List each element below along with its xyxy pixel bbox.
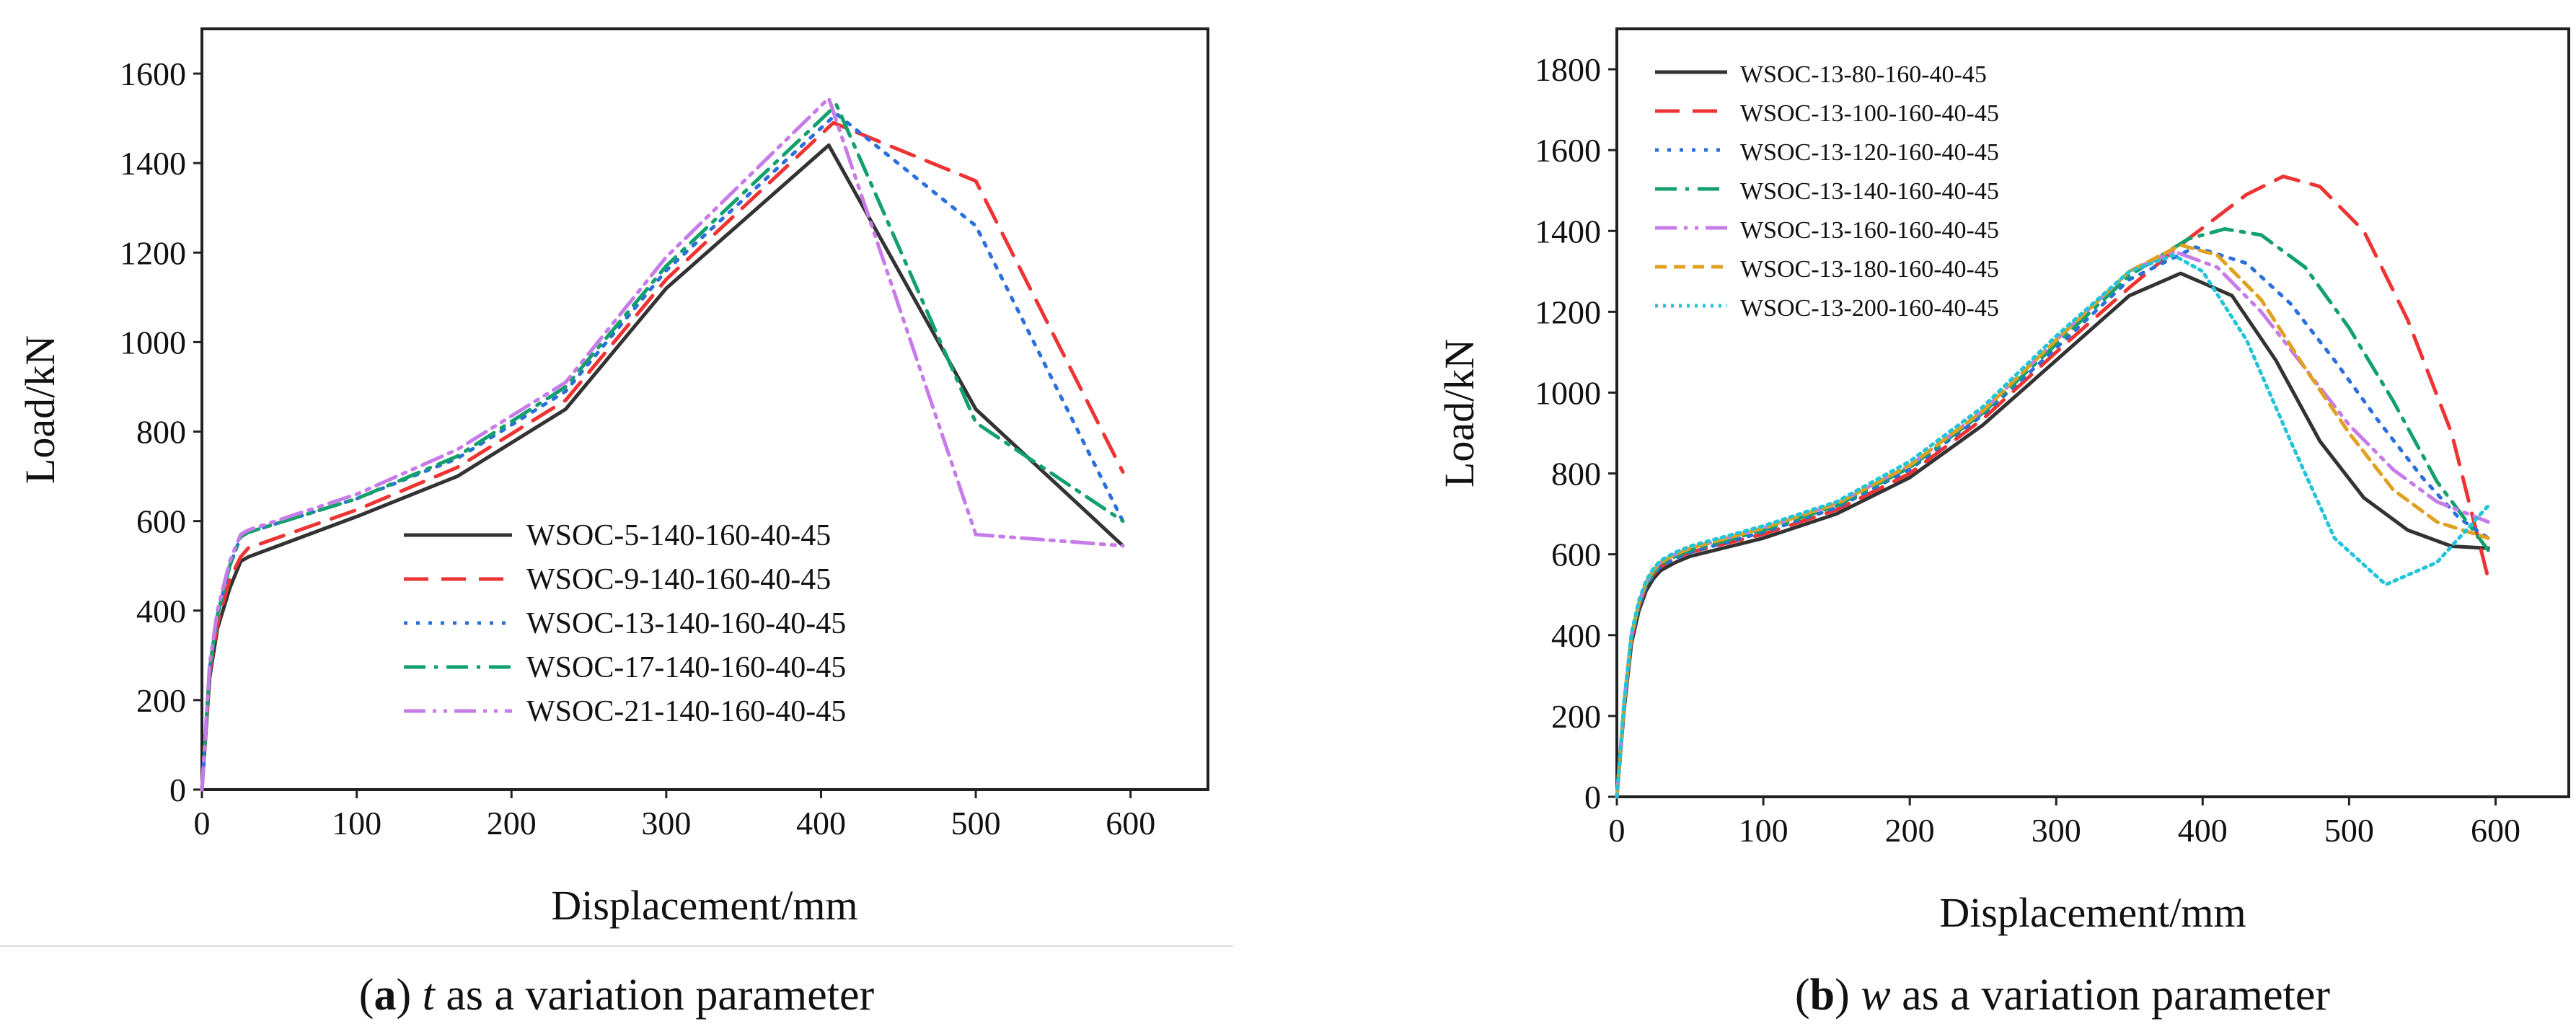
axis-ticks-a: 0 100 200 300 400 500 600 0 200 400 600 800 1000 1200… xyxy=(120,56,1155,842)
x-tick-label: 300 xyxy=(2032,812,2081,849)
series-group-a xyxy=(200,96,1125,792)
y-tick-label: 600 xyxy=(1551,536,1601,573)
legend-b: WSOC-13-80-160-40-45 WSOC-13-100-160-40-4… xyxy=(1655,61,1999,322)
y-tick-label: 200 xyxy=(136,682,186,719)
x-tick-label: 500 xyxy=(951,805,1001,842)
y-tick-label: 1600 xyxy=(120,56,186,92)
series-line-WSOC-9-140-160-40-45 xyxy=(200,120,1125,792)
legend-label: WSOC-13-120-160-40-45 xyxy=(1740,139,1999,166)
legend-label: WSOC-13-160-160-40-45 xyxy=(1740,217,1999,244)
legend-label: WSOC-13-200-160-40-45 xyxy=(1740,295,1999,322)
plot-frame-a xyxy=(200,27,1209,791)
y-tick-label: 1000 xyxy=(120,324,186,361)
series-line-WSOC-21-140-160-40-45 xyxy=(200,96,1125,792)
y-tick-label: 800 xyxy=(1551,456,1601,493)
axis-ticks-b: 0 100 200 300 400 500 600 0 200 400 600 800 1000 1200… xyxy=(1535,51,2520,849)
x-axis-title-b: Displacement/mm xyxy=(1939,889,2246,936)
y-tick-label: 1400 xyxy=(120,145,186,182)
panel-a: 0 100 200 300 400 500 600 0 200 400 600 800 1000 1200… xyxy=(0,27,1233,1020)
x-tick-label: 500 xyxy=(2324,812,2374,849)
caption-b: (b) w as a variation parameter xyxy=(1795,971,2330,1020)
x-tick-label: 400 xyxy=(796,805,846,842)
x-axis-title-a: Displacement/mm xyxy=(551,882,857,929)
y-tick-label: 1000 xyxy=(1535,374,1601,411)
legend-label: WSOC-5-140-160-40-45 xyxy=(526,519,831,552)
y-tick-label: 1200 xyxy=(1535,293,1601,330)
caption-a: (a) t as a variation parameter xyxy=(359,971,875,1020)
legend-a: WSOC-5-140-160-40-45 WSOC-9-140-160-40-45… xyxy=(404,519,846,728)
x-tick-label: 600 xyxy=(2471,812,2520,849)
x-tick-label: 200 xyxy=(487,805,537,842)
y-tick-label: 1600 xyxy=(1535,132,1601,169)
x-tick-label: 100 xyxy=(1739,812,1788,849)
legend-label: WSOC-13-180-160-40-45 xyxy=(1740,256,1999,283)
y-tick-label: 200 xyxy=(1551,698,1601,735)
y-tick-label: 1200 xyxy=(120,234,186,271)
legend-label: WSOC-13-80-160-40-45 xyxy=(1740,61,1987,88)
y-tick-label: 1800 xyxy=(1535,51,1601,88)
series-line-WSOC-13-200-160-40-45 xyxy=(1615,253,2490,799)
series-group-b xyxy=(1615,175,2490,799)
legend-label: WSOC-13-100-160-40-45 xyxy=(1740,100,1999,127)
y-tick-label: 400 xyxy=(1551,617,1601,654)
legend-label: WSOC-13-140-160-40-45 xyxy=(526,607,846,640)
y-axis-title-b: Load/kN xyxy=(1436,339,1483,487)
x-tick-label: 0 xyxy=(194,805,211,842)
series-line-WSOC-17-140-160-40-45 xyxy=(200,103,1125,792)
legend-label: WSOC-17-140-160-40-45 xyxy=(526,651,846,684)
y-axis-title-a: Load/kN xyxy=(17,335,63,484)
x-tick-label: 400 xyxy=(2178,812,2228,849)
legend-label: WSOC-13-140-160-40-45 xyxy=(1740,178,1999,205)
x-tick-label: 300 xyxy=(641,805,691,842)
y-tick-label: 400 xyxy=(136,593,186,630)
panel-b: 0 100 200 300 400 500 600 0 200 400 600 800 1000 1200… xyxy=(1436,27,2570,1020)
x-tick-label: 0 xyxy=(1609,812,1626,849)
series-line-WSOC-13-140-160-40-45 xyxy=(1615,227,2490,799)
x-tick-label: 600 xyxy=(1106,805,1155,842)
x-tick-label: 100 xyxy=(332,805,381,842)
series-line-WSOC-13-120-160-40-45 xyxy=(1615,245,2490,799)
x-tick-label: 200 xyxy=(1885,812,1935,849)
plot-frame-b xyxy=(1615,27,2570,798)
y-tick-label: 600 xyxy=(136,503,186,540)
legend-label: WSOC-21-140-160-40-45 xyxy=(526,695,846,728)
legend-label: WSOC-9-140-160-40-45 xyxy=(526,563,831,596)
y-tick-label: 1400 xyxy=(1535,213,1601,249)
y-tick-label: 0 xyxy=(169,772,186,808)
y-tick-label: 800 xyxy=(136,414,186,451)
y-tick-label: 0 xyxy=(1584,779,1601,816)
